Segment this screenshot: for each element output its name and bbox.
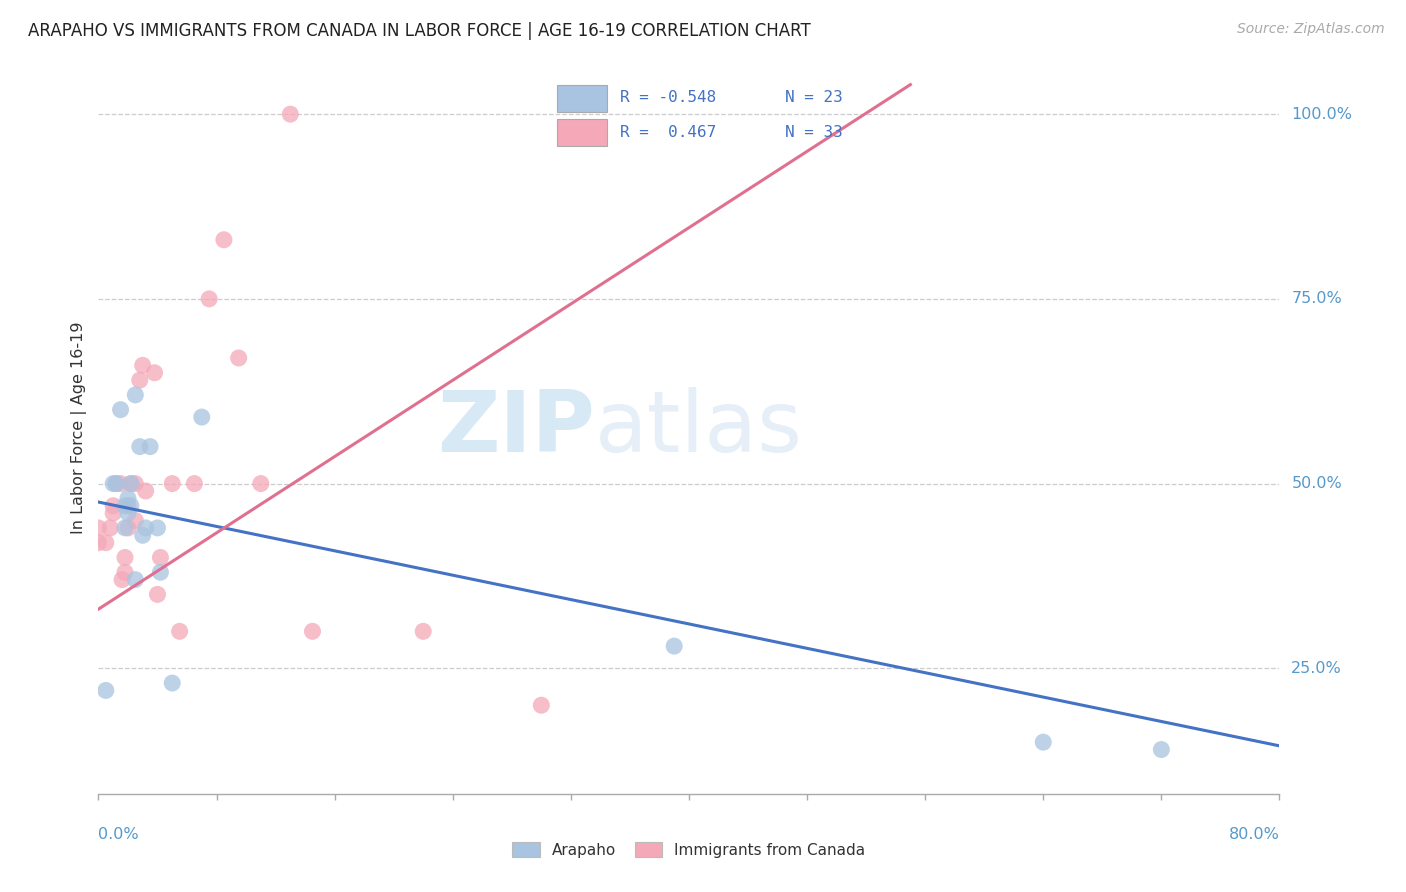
Point (110, 402, 132, 417)
Point (124, 573, 146, 587)
Point (162, 476, 183, 491)
Point (103, 506, 125, 520)
Point (412, 624, 434, 639)
Y-axis label: In Labor Force | Age 16-19: In Labor Force | Age 16-19 (72, 322, 87, 534)
Point (146, 587, 169, 601)
Point (250, 476, 273, 491)
Text: atlas: atlas (595, 386, 803, 470)
Point (124, 476, 146, 491)
Legend: Arapaho, Immigrants from Canada: Arapaho, Immigrants from Canada (503, 832, 875, 867)
Point (1150, 742, 1173, 756)
Point (105, 476, 128, 491)
Point (117, 499, 139, 513)
Text: ZIP: ZIP (437, 386, 595, 470)
Text: 50.0%: 50.0% (1291, 476, 1341, 491)
Text: 75.0%: 75.0% (1291, 292, 1341, 306)
Point (87, 535, 110, 549)
Point (105, 476, 128, 491)
Point (139, 440, 162, 454)
Point (120, 476, 142, 491)
Point (117, 491, 139, 506)
Point (124, 514, 146, 528)
Point (198, 292, 221, 306)
Point (143, 366, 166, 380)
Point (124, 388, 146, 402)
Point (135, 483, 157, 498)
Text: 25.0%: 25.0% (1291, 661, 1341, 676)
Point (87, 521, 110, 535)
Point (301, 624, 323, 639)
Point (114, 566, 136, 580)
Point (183, 476, 205, 491)
Point (114, 550, 136, 565)
Point (530, 698, 553, 713)
Point (149, 566, 172, 580)
Point (110, 476, 132, 491)
Point (191, 410, 214, 425)
Text: ARAPAHO VS IMMIGRANTS FROM CANADA IN LABOR FORCE | AGE 16-19 CORRELATION CHART: ARAPAHO VS IMMIGRANTS FROM CANADA IN LAB… (28, 22, 811, 40)
Text: Source: ZipAtlas.com: Source: ZipAtlas.com (1237, 22, 1385, 37)
Point (94, 683, 117, 698)
Point (120, 476, 142, 491)
Point (228, 351, 250, 365)
Point (169, 624, 191, 639)
Point (103, 499, 125, 513)
Point (111, 573, 134, 587)
Point (103, 476, 125, 491)
Point (146, 521, 169, 535)
Point (128, 373, 150, 387)
Point (117, 521, 139, 535)
Point (128, 440, 150, 454)
Text: 100.0%: 100.0% (1291, 107, 1353, 121)
Point (149, 550, 172, 565)
Point (114, 521, 136, 535)
Point (132, 528, 155, 542)
Point (120, 499, 142, 513)
Point (135, 521, 157, 535)
Point (664, 639, 686, 653)
Point (114, 499, 136, 513)
Point (132, 359, 155, 373)
Point (162, 676, 183, 690)
Point (117, 506, 139, 520)
Point (1032, 735, 1054, 749)
Point (212, 233, 235, 247)
Point (94, 535, 117, 549)
Text: 0.0%: 0.0% (98, 827, 139, 842)
Point (280, 107, 302, 121)
Point (98, 521, 121, 535)
Text: 80.0%: 80.0% (1229, 827, 1279, 842)
